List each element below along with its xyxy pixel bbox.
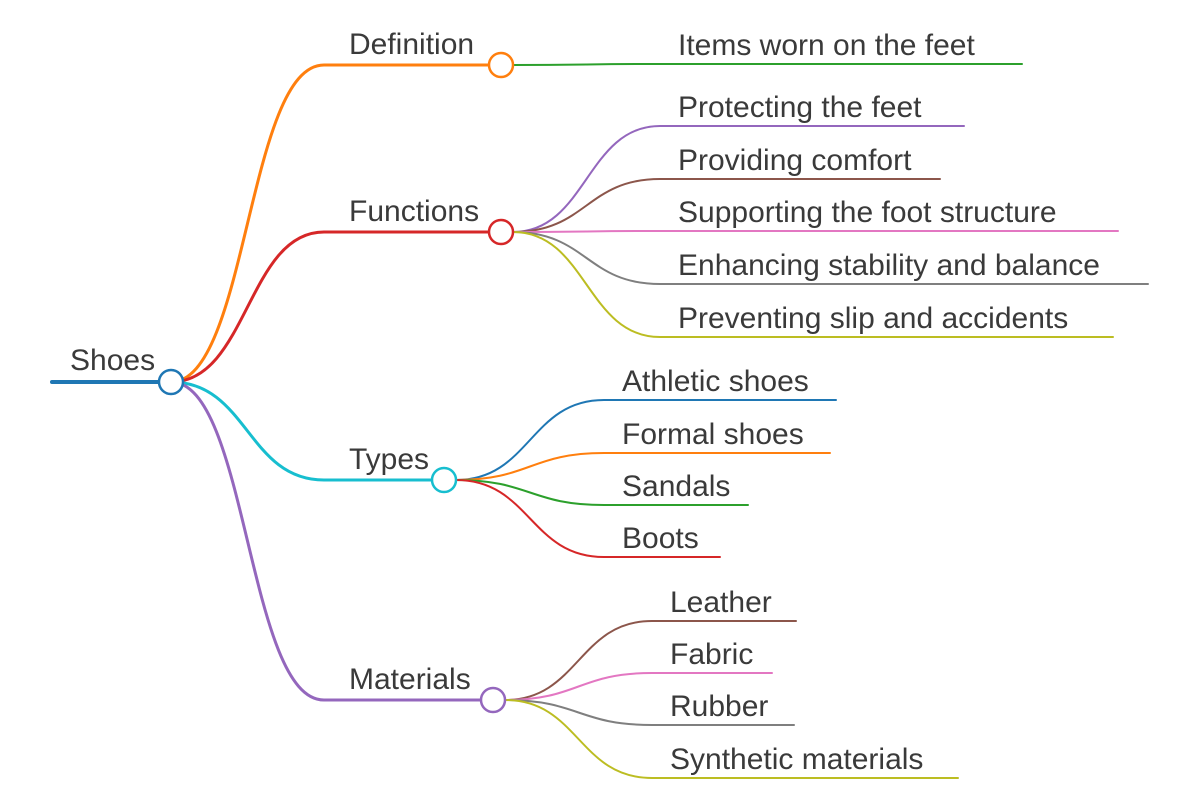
definition-item-label: Items worn on the feet [678, 29, 975, 62]
branch-node-functions[interactable] [487, 218, 515, 246]
root-node[interactable] [157, 368, 185, 396]
connector-materials-child [504, 620, 797, 701]
connector-types-child [455, 479, 721, 558]
connector-definition-child [512, 63, 1023, 66]
types-item-label: Sandals [622, 470, 730, 503]
connector-functions-child [512, 125, 965, 233]
functions-item-label: Preventing slip and accidents [678, 302, 1068, 335]
materials-item-label: Synthetic materials [670, 743, 923, 776]
connector-functions-child [512, 178, 941, 233]
branch-node-types[interactable] [430, 466, 458, 494]
connector-types-child [455, 399, 837, 481]
functions-item-label: Protecting the feet [678, 91, 922, 124]
materials-item-label: Leather [670, 586, 772, 619]
connector-functions [169, 230, 491, 384]
branch-label-materials: Materials [349, 663, 471, 696]
connector-types-child [455, 452, 831, 481]
root-label: Shoes [70, 344, 155, 377]
connector-functions-child [512, 231, 1114, 338]
types-item-label: Athletic shoes [622, 365, 809, 398]
branch-label-types: Types [349, 443, 429, 476]
materials-item-label: Rubber [670, 690, 768, 723]
branch-node-definition[interactable] [487, 51, 515, 79]
branch-label-definition: Definition [349, 28, 474, 61]
connector-types [169, 380, 434, 482]
connector-types-child [455, 479, 749, 506]
connector-materials-child [504, 699, 959, 779]
connector-functions-child [512, 231, 1149, 285]
connector-materials-child [504, 672, 773, 701]
functions-item-label: Supporting the foot structure [678, 196, 1057, 229]
materials-item-label: Fabric [670, 638, 753, 671]
types-item-label: Formal shoes [622, 418, 804, 451]
functions-item-label: Enhancing stability and balance [678, 249, 1100, 282]
connector-definition [169, 63, 491, 384]
types-item-label: Boots [622, 522, 699, 555]
branch-label-functions: Functions [349, 195, 479, 228]
connector-materials [169, 380, 483, 702]
connector-materials-child [504, 699, 795, 726]
connector-functions-child [512, 230, 1119, 233]
branch-node-materials[interactable] [479, 686, 507, 714]
functions-item-label: Providing comfort [678, 144, 912, 177]
